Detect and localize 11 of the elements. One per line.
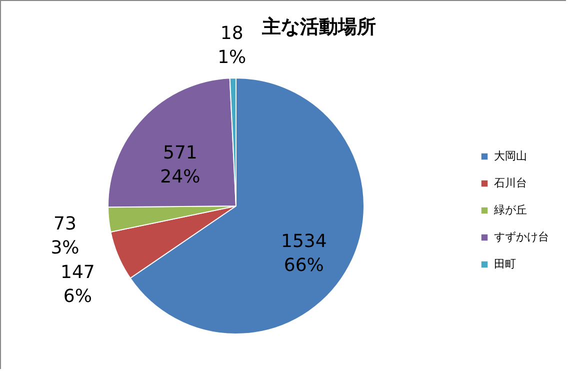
data-label: 571 24% [160,142,200,188]
legend-label: 石川台 [494,176,527,190]
data-label: 147 6% [60,262,95,308]
data-label: 18 1% [218,23,246,68]
legend-label: 田町 [494,258,516,270]
chart-title: 主な活動場所 [261,16,376,38]
data-label: 1534 66% [281,230,327,276]
legend-label: 大岡山 [494,150,527,162]
legend-label: すずかけ台 [494,230,549,244]
legend-label: 緑が丘 [493,204,527,216]
data-label: 73 3% [50,213,80,258]
